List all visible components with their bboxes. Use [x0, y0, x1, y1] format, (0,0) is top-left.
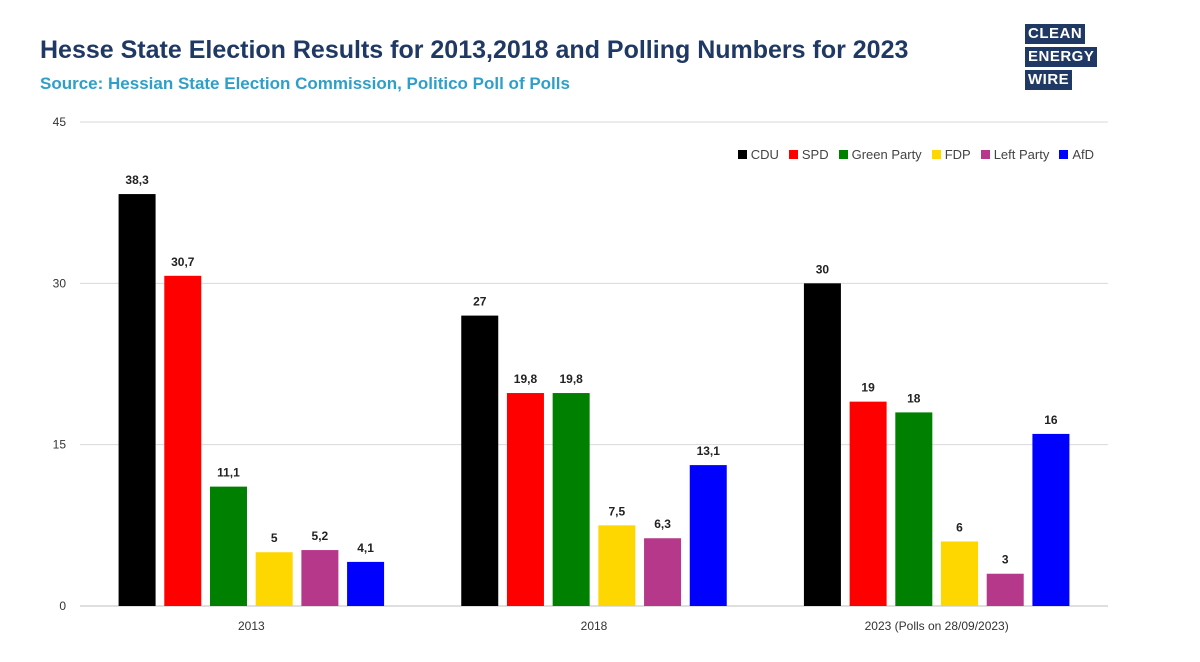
legend-item: AfD: [1059, 147, 1094, 162]
legend-swatch: [838, 150, 848, 159]
data-label: 6: [956, 520, 963, 534]
bar: [301, 550, 339, 606]
legend-label: AfD: [1072, 147, 1094, 162]
data-label: 7,5: [609, 504, 626, 518]
x-tick-label: 2023 (Polls on 28/09/2023): [865, 619, 1009, 633]
legend-label: SPD: [801, 147, 829, 162]
bar: [164, 275, 202, 606]
data-label: 3: [1002, 553, 1009, 567]
bar: [209, 486, 247, 606]
data-label: 13,1: [697, 444, 721, 458]
legend-label: FDP: [944, 147, 971, 162]
data-label: 6,3: [654, 517, 671, 531]
bar: [552, 393, 590, 606]
legend-item: SPD: [788, 147, 829, 162]
chart-legend: CDU SPD Green Party FDP Left Party AfD: [737, 147, 1094, 162]
legend-item: Left Party: [980, 147, 1050, 162]
bar: [461, 315, 499, 606]
data-label: 19,8: [514, 372, 538, 386]
legend-swatch: [788, 150, 798, 159]
bar: [118, 194, 156, 606]
logo-line: CLEAN: [1025, 24, 1086, 44]
bar: [506, 393, 544, 606]
logo-line: ENERGY: [1025, 47, 1098, 67]
data-label: 38,3: [125, 173, 149, 187]
logo-line: WIRE: [1025, 70, 1073, 90]
data-label: 19,8: [559, 372, 583, 386]
chart-subtitle: Source: Hessian State Election Commissio…: [40, 74, 570, 93]
data-label: 16: [1044, 413, 1058, 427]
chart-title: Hesse State Election Results for 2013,20…: [40, 36, 909, 64]
legend-label: CDU: [750, 147, 779, 162]
legend-swatch: [980, 150, 990, 159]
data-label: 18: [907, 391, 921, 405]
legend-label: Left Party: [993, 147, 1050, 162]
bar: [803, 283, 841, 606]
bar: [941, 541, 979, 606]
bar: [986, 573, 1024, 606]
legend-item: FDP: [931, 147, 971, 162]
bar: [644, 538, 682, 606]
data-label: 30: [816, 262, 830, 276]
bar: [895, 412, 933, 606]
clean-energy-wire-logo: CLEAN ENERGY WIRE: [1025, 24, 1098, 93]
bar: [1032, 433, 1070, 606]
bar: [849, 401, 887, 606]
y-tick-label: 45: [53, 115, 67, 129]
legend-item: Green Party: [838, 147, 922, 162]
legend-swatch: [737, 150, 747, 159]
data-label: 5,2: [312, 529, 329, 543]
data-label: 30,7: [171, 255, 195, 269]
bar: [255, 552, 293, 606]
y-tick-label: 0: [59, 599, 66, 613]
x-tick-label: 2018: [581, 619, 608, 633]
bar: [689, 465, 727, 606]
legend-swatch: [931, 150, 941, 159]
x-tick-label: 2013: [238, 619, 265, 633]
legend-label: Green Party: [851, 147, 922, 162]
bar: [598, 525, 636, 606]
legend-item: CDU: [737, 147, 779, 162]
legend-swatch: [1059, 150, 1069, 159]
data-label: 5: [271, 531, 278, 545]
y-tick-label: 15: [53, 438, 67, 452]
data-label: 11,1: [217, 466, 240, 480]
data-label: 4,1: [357, 541, 374, 555]
bar: [347, 561, 385, 606]
y-tick-label: 30: [53, 276, 67, 290]
data-label: 19: [861, 381, 875, 395]
data-label: 27: [473, 295, 487, 309]
